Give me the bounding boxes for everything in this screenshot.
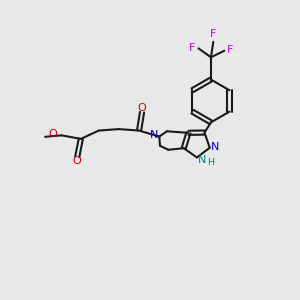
Text: F: F: [227, 45, 234, 55]
Text: O: O: [48, 129, 57, 139]
Text: F: F: [210, 29, 217, 39]
Text: O: O: [72, 156, 81, 166]
Text: N: N: [198, 155, 206, 165]
Text: N: N: [211, 142, 219, 152]
Text: N: N: [150, 130, 158, 140]
Text: O: O: [138, 103, 146, 113]
Text: H: H: [207, 158, 214, 167]
Text: F: F: [189, 43, 196, 53]
